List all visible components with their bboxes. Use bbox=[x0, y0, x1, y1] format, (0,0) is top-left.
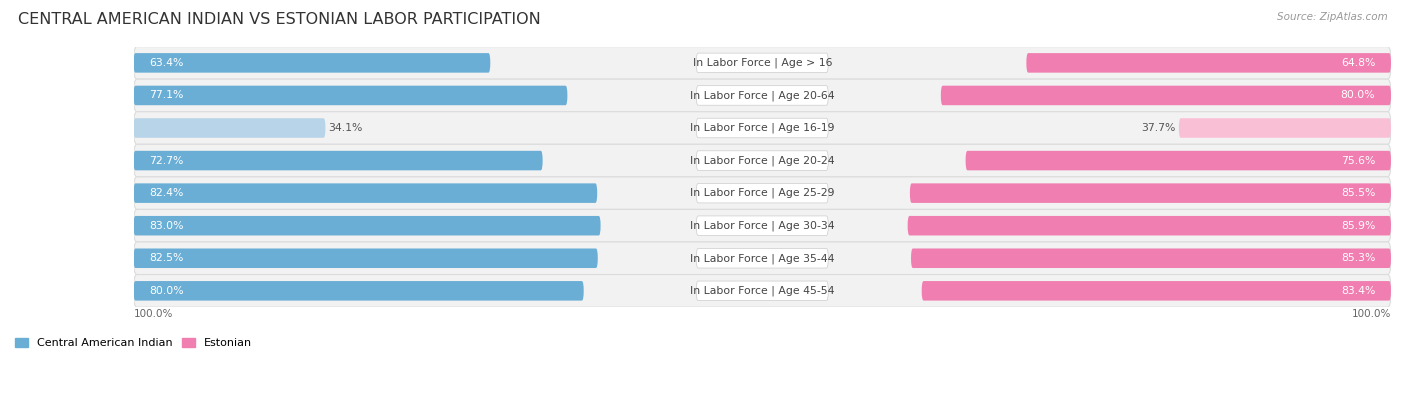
Text: 100.0%: 100.0% bbox=[134, 309, 173, 319]
FancyBboxPatch shape bbox=[134, 79, 1391, 112]
Text: 85.5%: 85.5% bbox=[1341, 188, 1375, 198]
FancyBboxPatch shape bbox=[696, 248, 828, 268]
Text: CENTRAL AMERICAN INDIAN VS ESTONIAN LABOR PARTICIPATION: CENTRAL AMERICAN INDIAN VS ESTONIAN LABO… bbox=[18, 12, 541, 27]
FancyBboxPatch shape bbox=[696, 118, 828, 138]
Text: 82.4%: 82.4% bbox=[149, 188, 184, 198]
Text: In Labor Force | Age > 16: In Labor Force | Age > 16 bbox=[693, 58, 832, 68]
FancyBboxPatch shape bbox=[134, 242, 1391, 275]
Text: 83.4%: 83.4% bbox=[1341, 286, 1375, 296]
FancyBboxPatch shape bbox=[134, 53, 491, 73]
Text: 80.0%: 80.0% bbox=[149, 286, 184, 296]
FancyBboxPatch shape bbox=[134, 209, 1391, 242]
Text: In Labor Force | Age 45-54: In Labor Force | Age 45-54 bbox=[690, 286, 835, 296]
FancyBboxPatch shape bbox=[696, 151, 828, 170]
FancyBboxPatch shape bbox=[134, 216, 600, 235]
FancyBboxPatch shape bbox=[696, 281, 828, 301]
FancyBboxPatch shape bbox=[134, 144, 1391, 177]
Text: 63.4%: 63.4% bbox=[149, 58, 184, 68]
FancyBboxPatch shape bbox=[696, 53, 828, 73]
Text: 77.1%: 77.1% bbox=[149, 90, 184, 100]
Text: In Labor Force | Age 25-29: In Labor Force | Age 25-29 bbox=[690, 188, 835, 198]
FancyBboxPatch shape bbox=[134, 177, 1391, 209]
FancyBboxPatch shape bbox=[696, 86, 828, 105]
Text: 85.9%: 85.9% bbox=[1341, 221, 1375, 231]
FancyBboxPatch shape bbox=[910, 183, 1391, 203]
Text: 80.0%: 80.0% bbox=[1341, 90, 1375, 100]
FancyBboxPatch shape bbox=[1178, 118, 1391, 138]
FancyBboxPatch shape bbox=[134, 151, 543, 170]
Text: In Labor Force | Age 20-64: In Labor Force | Age 20-64 bbox=[690, 90, 835, 101]
FancyBboxPatch shape bbox=[908, 216, 1391, 235]
FancyBboxPatch shape bbox=[134, 47, 1391, 79]
FancyBboxPatch shape bbox=[696, 216, 828, 235]
Text: Source: ZipAtlas.com: Source: ZipAtlas.com bbox=[1277, 12, 1388, 22]
Text: In Labor Force | Age 30-34: In Labor Force | Age 30-34 bbox=[690, 220, 835, 231]
Text: 72.7%: 72.7% bbox=[149, 156, 184, 166]
FancyBboxPatch shape bbox=[911, 248, 1391, 268]
FancyBboxPatch shape bbox=[696, 183, 828, 203]
Text: 83.0%: 83.0% bbox=[149, 221, 184, 231]
FancyBboxPatch shape bbox=[134, 248, 598, 268]
Legend: Central American Indian, Estonian: Central American Indian, Estonian bbox=[15, 338, 252, 348]
Text: 75.6%: 75.6% bbox=[1341, 156, 1375, 166]
Text: 85.3%: 85.3% bbox=[1341, 253, 1375, 263]
FancyBboxPatch shape bbox=[134, 86, 568, 105]
Text: In Labor Force | Age 16-19: In Labor Force | Age 16-19 bbox=[690, 123, 835, 133]
FancyBboxPatch shape bbox=[134, 118, 325, 138]
FancyBboxPatch shape bbox=[966, 151, 1391, 170]
Text: 34.1%: 34.1% bbox=[329, 123, 363, 133]
FancyBboxPatch shape bbox=[134, 281, 583, 301]
Text: 37.7%: 37.7% bbox=[1142, 123, 1175, 133]
FancyBboxPatch shape bbox=[134, 275, 1391, 307]
Text: 64.8%: 64.8% bbox=[1341, 58, 1375, 68]
Text: 100.0%: 100.0% bbox=[1351, 309, 1391, 319]
FancyBboxPatch shape bbox=[941, 86, 1391, 105]
Text: 82.5%: 82.5% bbox=[149, 253, 184, 263]
FancyBboxPatch shape bbox=[134, 183, 598, 203]
Text: In Labor Force | Age 35-44: In Labor Force | Age 35-44 bbox=[690, 253, 835, 263]
Text: In Labor Force | Age 20-24: In Labor Force | Age 20-24 bbox=[690, 155, 835, 166]
FancyBboxPatch shape bbox=[1026, 53, 1391, 73]
FancyBboxPatch shape bbox=[134, 112, 1391, 144]
FancyBboxPatch shape bbox=[922, 281, 1391, 301]
